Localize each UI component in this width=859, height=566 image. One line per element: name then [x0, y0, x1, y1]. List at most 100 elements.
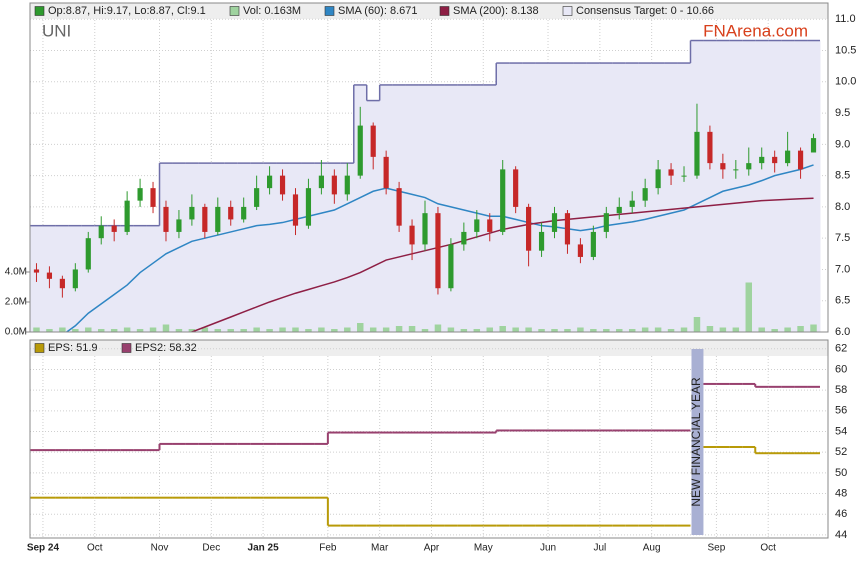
- annotation: NEW FINANCIAL YEAR: [689, 377, 703, 507]
- y-tick-label: 9.5: [835, 107, 850, 119]
- volume-bar: [590, 328, 597, 332]
- candle-body: [111, 225, 117, 232]
- volume-tick-label: 0.0M: [5, 327, 27, 338]
- volume-tick-label: 4.0M: [5, 267, 27, 278]
- volume-bar: [434, 324, 442, 332]
- candle-body: [228, 206, 234, 220]
- candle-body: [124, 200, 130, 232]
- volume-bar: [227, 328, 234, 332]
- target-area: [548, 63, 562, 332]
- volume-bar: [59, 327, 66, 332]
- x-tick-label: Apr: [424, 543, 440, 554]
- legend-label: EPS2: 58.32: [135, 342, 197, 354]
- volume-bar: [214, 328, 222, 332]
- legend-swatch: [324, 6, 335, 16]
- legend-swatch: [121, 343, 132, 353]
- x-tick-label: Dec: [202, 543, 220, 554]
- target-area: [81, 225, 96, 332]
- candle-body: [785, 150, 791, 164]
- legend-label: Consensus Target: 0 - 10.66: [576, 5, 714, 17]
- target-area: [690, 40, 704, 332]
- volume-bar: [706, 325, 714, 332]
- bottom-plot: NEW FINANCIAL YEAR: [30, 349, 820, 535]
- volume-bar: [654, 327, 662, 332]
- candle-body: [137, 188, 143, 201]
- x-tick-label: Oct: [87, 543, 103, 554]
- candle-body: [176, 219, 182, 232]
- volume-bar: [745, 282, 753, 332]
- candle-body: [254, 188, 260, 207]
- candle-body: [292, 194, 299, 226]
- candle-body: [461, 231, 467, 245]
- candle-body: [538, 231, 545, 251]
- candle-body: [526, 206, 532, 251]
- volume-bar: [240, 328, 247, 332]
- volume-bar: [253, 327, 260, 332]
- volume-bar: [680, 327, 688, 332]
- candle-body: [668, 169, 674, 176]
- target-area: [703, 40, 717, 332]
- candle-body: [357, 125, 363, 176]
- candle-body: [810, 138, 817, 153]
- volume-bar: [201, 327, 209, 332]
- y-tick-label: 54: [835, 425, 847, 437]
- chart-title: UNI: [42, 21, 71, 40]
- x-tick-label: Jan 25: [248, 543, 280, 554]
- candle-body: [448, 244, 454, 289]
- candle-body: [500, 169, 506, 232]
- volume-tick-label: 2.0M: [5, 297, 27, 308]
- target-area: [211, 163, 225, 332]
- candle-body: [655, 169, 661, 189]
- x-tick-label: Sep: [707, 543, 725, 554]
- target-area: [677, 63, 691, 332]
- target-area: [768, 40, 782, 332]
- target-area: [159, 163, 173, 332]
- volume-bar: [279, 327, 286, 332]
- y-tick-label: 62: [835, 343, 847, 355]
- candle-body: [150, 188, 156, 207]
- volume-bar: [305, 328, 312, 332]
- target-area: [470, 84, 484, 332]
- target-area: [198, 163, 212, 332]
- y-tick-label: 44: [835, 529, 847, 541]
- volume-bar: [771, 328, 778, 332]
- volume-bar: [486, 327, 493, 332]
- candle-body: [33, 269, 40, 273]
- target-area: [807, 40, 821, 332]
- legend-label: SMA (200): 8.138: [453, 5, 539, 17]
- target-area: [755, 40, 769, 332]
- volume-bar: [175, 328, 183, 332]
- target-area: [742, 40, 756, 332]
- volume-bar: [810, 324, 817, 332]
- y-tick-label: 11.0: [835, 13, 856, 25]
- panel-border: [29, 2, 829, 333]
- target-area: [483, 84, 497, 332]
- volume-bar: [421, 328, 429, 332]
- volume-bar: [123, 327, 131, 332]
- candle-body: [577, 244, 583, 257]
- candle-body: [318, 175, 324, 189]
- candle-body: [267, 175, 273, 189]
- target-area: [327, 163, 342, 332]
- volume-bar: [344, 327, 351, 332]
- candle-body: [733, 169, 739, 171]
- volume-bar: [641, 327, 649, 332]
- x-tick-label: Mar: [371, 543, 389, 554]
- target-area: [444, 84, 458, 332]
- y-tick-label: 58: [835, 384, 847, 396]
- volume-bar: [473, 328, 481, 332]
- legend-label: Op:8.87, Hi:9.17, Lo:8.87, Cl:9.1: [48, 5, 206, 17]
- legend-label: Vol: 0.163M: [243, 5, 301, 17]
- volume-bar: [85, 327, 92, 332]
- volume-bar: [667, 328, 675, 332]
- candle-body: [279, 175, 286, 195]
- target-area: [263, 163, 277, 332]
- x-tick-label: Jul: [593, 543, 606, 554]
- candle-body: [305, 188, 312, 226]
- target-area: [522, 63, 536, 332]
- volume-bar: [797, 325, 804, 332]
- volume-bar: [110, 328, 118, 332]
- legend-swatch: [439, 6, 450, 16]
- candle-body: [707, 131, 713, 164]
